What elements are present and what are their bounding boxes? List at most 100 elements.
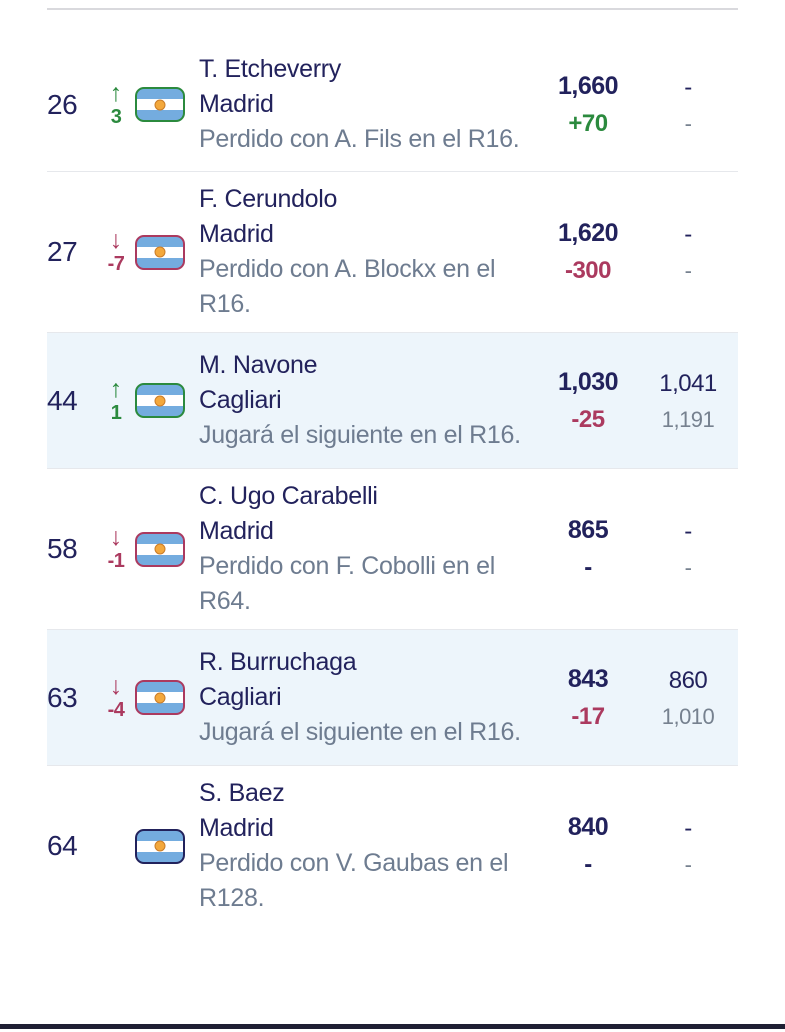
player-rank: 26 (47, 88, 78, 120)
next-points: 1,191 (661, 406, 715, 432)
player-points: 1,660 (557, 71, 619, 100)
rank-movement: ↓ -1 (97, 525, 135, 573)
player-row-highlighted[interactable]: 44 ↑ 1 M. Navone Cagliari Jugará el sigu… (47, 333, 738, 469)
rankings-table: 26 ↑ 3 T. Etcheverry Madrid Perdido con … (47, 8, 738, 956)
player-rank: 63 (47, 681, 78, 713)
player-points: 1,620 (557, 219, 619, 247)
live-points-cell: - - (638, 513, 738, 585)
rank-movement-value: 1 (110, 401, 122, 424)
flag-cell (135, 87, 199, 122)
points-cell: 1,660 +70 (538, 67, 638, 143)
player-row[interactable]: 58 ↓ -1 C. Ugo Carabelli Madrid Perdido … (47, 469, 738, 630)
player-info: F. Cerundolo Madrid Perdido con A. Block… (199, 182, 538, 322)
player-name[interactable]: M. Navone (199, 351, 318, 379)
sun-of-may-icon (154, 840, 166, 852)
player-rank: 44 (47, 384, 78, 416)
rank-down-arrow-icon: ↓ (109, 671, 123, 700)
rank-movement: ↓ -7 (97, 228, 135, 276)
player-row[interactable]: 64 S. Baez Madrid Perdido con V. Gaubas … (47, 766, 738, 956)
argentina-flag-icon (135, 531, 185, 567)
table-bottom-border (0, 1024, 785, 1029)
rank-movement-value: -4 (107, 698, 125, 721)
tournament-name: Madrid (199, 90, 274, 118)
player-rank: 58 (47, 533, 78, 564)
rank-movement-value: -7 (107, 253, 125, 275)
player-row[interactable]: 27 ↓ -7 F. Cerundolo Madrid Perdido con … (47, 172, 738, 333)
live-points: 860 (668, 666, 708, 694)
rank-up-arrow-icon: ↑ (109, 78, 123, 107)
sun-of-may-icon (154, 692, 166, 703)
sun-of-may-icon (154, 395, 166, 406)
next-points: - (684, 555, 692, 580)
argentina-flag-icon (135, 680, 185, 715)
player-info: R. Burruchaga Cagliari Jugará el siguien… (199, 645, 538, 750)
tournament-name: Cagliari (199, 386, 282, 414)
match-status: Perdido con A. Fils en el R16. (199, 125, 520, 153)
live-points-cell: 860 1,010 (638, 662, 738, 734)
rank-movement-value: -1 (107, 550, 125, 572)
player-points: 843 (567, 664, 609, 693)
points-change: +70 (568, 109, 608, 137)
sun-of-may-icon (154, 246, 166, 258)
player-info: S. Baez Madrid Perdido con V. Gaubas en … (199, 776, 538, 916)
match-status: Perdido con A. Blockx en el R16. (199, 255, 496, 318)
live-points-cell: 1,041 1,191 (638, 365, 738, 437)
player-info: C. Ugo Carabelli Madrid Perdido con F. C… (199, 479, 538, 619)
points-cell: 840 - (538, 808, 638, 884)
tournament-name: Madrid (199, 517, 274, 545)
flag-cell (135, 531, 199, 567)
rank-movement-value: 3 (110, 105, 122, 128)
player-name[interactable]: F. Cerundolo (199, 185, 338, 213)
points-change: - (584, 554, 592, 581)
player-points: 1,030 (557, 367, 619, 396)
player-name[interactable]: T. Etcheverry (199, 55, 341, 83)
match-status: Perdido con V. Gaubas en el R128. (199, 849, 509, 912)
argentina-flag-icon (135, 828, 185, 864)
points-cell: 843 -17 (538, 660, 638, 736)
player-name[interactable]: C. Ugo Carabelli (199, 482, 378, 510)
points-change: - (584, 851, 592, 878)
next-points: - (684, 110, 692, 136)
next-points: 1,010 (661, 703, 715, 729)
points-cell: 1,620 -300 (538, 214, 638, 290)
points-cell: 1,030 -25 (538, 363, 638, 439)
player-rank: 64 (47, 830, 78, 861)
points-cell: 865 - (538, 511, 638, 587)
player-name[interactable]: R. Burruchaga (199, 648, 357, 676)
rank-movement: ↑ 3 (97, 78, 135, 129)
match-status: Jugará el siguiente en el R16. (199, 421, 521, 449)
live-points: - (684, 518, 692, 545)
argentina-flag-icon (135, 383, 185, 418)
match-status: Jugará el siguiente en el R16. (199, 718, 521, 746)
argentina-flag-icon (135, 234, 185, 270)
tournament-name: Madrid (199, 814, 274, 842)
next-points: - (684, 852, 692, 877)
argentina-flag-icon (135, 87, 185, 122)
live-points-cell: - - (638, 69, 738, 141)
rank-down-arrow-icon: ↓ (109, 523, 123, 551)
next-points: - (684, 258, 692, 283)
tournament-name: Cagliari (199, 683, 282, 711)
rank-movement: ↑ 1 (97, 376, 135, 425)
live-points: - (684, 221, 692, 248)
sun-of-may-icon (154, 99, 166, 110)
match-status: Perdido con F. Cobolli en el R64. (199, 552, 495, 615)
points-change: -300 (564, 257, 612, 284)
live-points: - (684, 73, 692, 101)
tournament-name: Madrid (199, 220, 274, 248)
flag-cell (135, 828, 199, 864)
points-change: -17 (571, 702, 605, 730)
player-rank: 27 (47, 236, 78, 267)
player-points: 865 (567, 516, 609, 544)
flag-cell (135, 234, 199, 270)
flag-cell (135, 383, 199, 418)
live-points: - (684, 815, 692, 842)
flag-cell (135, 680, 199, 715)
player-name[interactable]: S. Baez (199, 779, 285, 807)
live-points: 1,041 (659, 369, 717, 397)
player-info: M. Navone Cagliari Jugará el siguiente e… (199, 348, 538, 453)
player-row[interactable]: 26 ↑ 3 T. Etcheverry Madrid Perdido con … (47, 10, 738, 172)
rank-movement: ↓ -4 (97, 671, 135, 722)
player-row-highlighted[interactable]: 63 ↓ -4 R. Burruchaga Cagliari Jugará el… (47, 630, 738, 766)
live-points-cell: - - (638, 216, 738, 288)
